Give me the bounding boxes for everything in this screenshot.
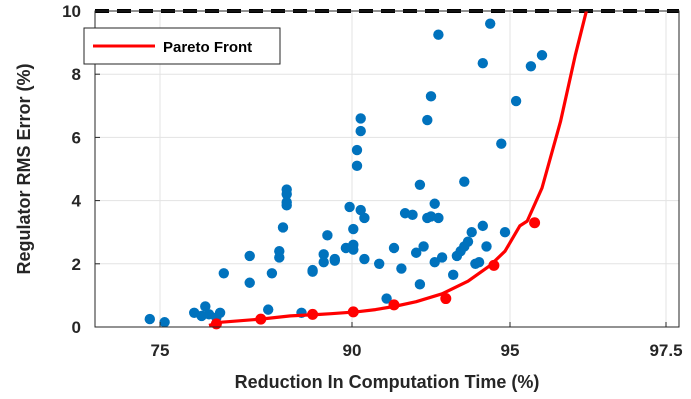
scatter-point <box>263 304 274 315</box>
pareto-marker <box>488 259 500 271</box>
scatter-point <box>329 253 340 265</box>
scatter-point <box>344 201 355 213</box>
scatter-point <box>466 227 477 238</box>
y-tick-label: 8 <box>72 65 81 84</box>
pareto-marker <box>347 306 359 318</box>
scatter-point <box>414 179 426 190</box>
pareto-marker <box>388 299 400 311</box>
y-tick-label: 6 <box>72 128 81 147</box>
y-tick-label: 0 <box>72 318 81 337</box>
legend: Pareto Front <box>83 27 281 65</box>
scatter-point <box>281 200 292 211</box>
scatter-point <box>351 160 363 172</box>
legend-box <box>83 27 281 65</box>
y-tick-label: 10 <box>62 2 81 21</box>
scatter-point <box>477 220 488 232</box>
scatter-point <box>499 227 511 238</box>
pareto-marker <box>440 293 452 305</box>
scatter-point <box>485 18 496 29</box>
scatter-point <box>274 245 285 257</box>
x-tick-label: 90 <box>343 341 362 360</box>
scatter-point <box>462 236 474 247</box>
scatter-point <box>355 125 366 137</box>
scatter-point <box>318 257 329 268</box>
scatter-point <box>307 266 318 277</box>
scatter-point <box>496 138 507 149</box>
scatter-point <box>525 61 537 72</box>
x-tick-label: 97.5 <box>649 341 682 360</box>
scatter-point <box>388 242 400 254</box>
scatter-point <box>348 223 359 235</box>
scatter-point <box>411 247 422 258</box>
scatter-point <box>477 57 488 69</box>
scatter-point <box>407 209 418 221</box>
plot-frame <box>94 10 680 328</box>
x-tick-label: 75 <box>151 341 170 360</box>
scatter-point <box>281 184 292 195</box>
scatter-point <box>351 144 363 156</box>
pareto-front-line <box>208 10 588 327</box>
x-axis-title: Reduction In Computation Time (%) <box>235 372 540 392</box>
scatter-point <box>436 252 448 263</box>
scatter-point <box>414 279 426 290</box>
scatter-point <box>381 293 392 304</box>
scatter-series <box>144 18 548 328</box>
scatter-point <box>374 258 385 269</box>
scatter-point <box>473 257 485 268</box>
scatter-point <box>348 244 359 255</box>
scatter-point <box>429 257 440 268</box>
scatter-point <box>359 212 370 224</box>
scatter-point <box>448 269 459 281</box>
y-tick-label: 2 <box>72 255 81 274</box>
scatter-point <box>322 230 333 241</box>
legend-label-pareto: Pareto Front <box>163 39 252 56</box>
scatter-point <box>422 114 433 126</box>
scatter-point <box>433 29 444 40</box>
scatter-point <box>481 241 492 252</box>
pareto-marker <box>255 313 267 325</box>
scatter-point <box>459 176 470 187</box>
x-tick-label: 95 <box>501 341 520 360</box>
scatter-point <box>355 204 366 216</box>
y-axis-ticks: 0 2 4 6 8 10 <box>62 2 100 337</box>
pareto-marker <box>529 217 541 229</box>
scatter-point <box>159 317 170 328</box>
scatter-point <box>418 241 429 252</box>
y-tick-label: 4 <box>72 192 82 211</box>
pareto-marker <box>210 318 222 330</box>
scatter-point <box>277 222 289 233</box>
pareto-series <box>208 10 588 330</box>
x-axis-ticks: 75 90 95 97.5 <box>151 322 683 360</box>
scatter-point <box>433 212 444 224</box>
scatter-point <box>144 313 155 325</box>
scatter-point <box>214 307 226 318</box>
scatter-point <box>244 250 255 262</box>
scatter-point <box>425 91 437 102</box>
y-axis-title: Regulator RMS Error (%) <box>14 63 34 274</box>
scatter-point <box>510 95 522 107</box>
scatter-point <box>536 50 548 61</box>
scatter-point <box>266 268 278 279</box>
scatter-point <box>244 277 255 288</box>
scatter-point <box>318 249 329 260</box>
scatter-point <box>200 301 211 312</box>
scatter-point <box>355 113 366 124</box>
pareto-marker <box>307 308 319 320</box>
scatter-point <box>359 253 370 265</box>
scatter-point <box>396 263 407 274</box>
scatter-point <box>218 268 229 279</box>
scatter-point <box>429 198 440 209</box>
